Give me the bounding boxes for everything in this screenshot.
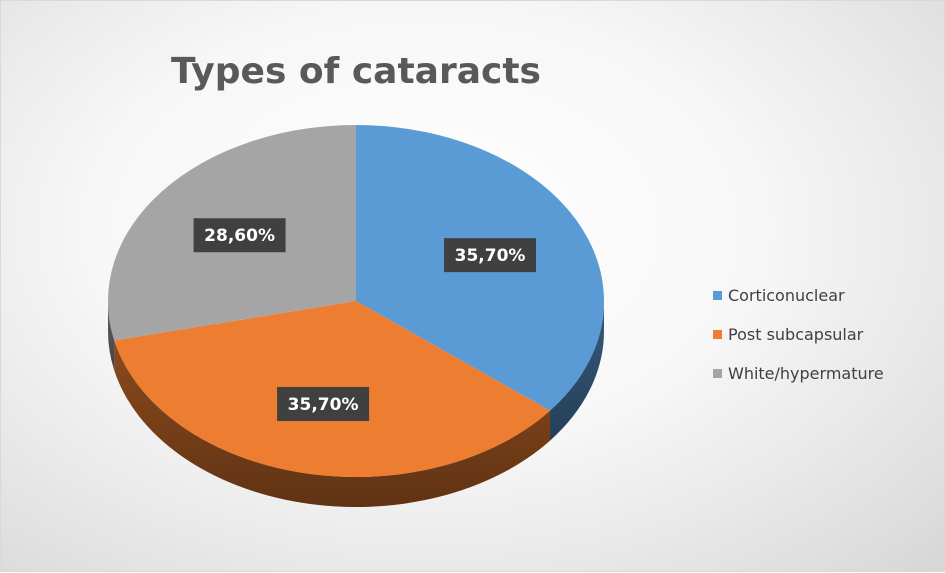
data-label-text-post-subcapsular: 35,70% (288, 395, 359, 415)
pie-side-shade-white-hypermature (108, 301, 115, 371)
pie-side-shade-corticonuclear (550, 301, 604, 441)
data-label-post-subcapsular: 35,70% (277, 386, 370, 421)
legend-label-corticonuclear: Corticonuclear (728, 286, 845, 305)
legend-item-white-hypermature: White/hypermature (713, 354, 884, 393)
legend: Corticonuclear Post subcapsular White/hy… (713, 276, 884, 393)
legend-swatch-post-subcapsular (713, 330, 722, 339)
pie-side-shade-post-subcapsular (114, 340, 551, 507)
legend-item-corticonuclear: Corticonuclear (713, 276, 884, 315)
legend-swatch-white-hypermature (713, 369, 722, 378)
legend-swatch-corticonuclear (713, 291, 722, 300)
data-label-text-corticonuclear: 35,70% (455, 246, 526, 266)
data-label-white-hypermature: 28,60% (193, 218, 286, 253)
data-label-corticonuclear: 35,70% (444, 238, 537, 273)
data-label-box-corticonuclear (444, 238, 537, 273)
chart-title: Types of cataracts (171, 51, 541, 92)
data-label-box-post-subcapsular (277, 386, 370, 421)
legend-label-post-subcapsular: Post subcapsular (728, 325, 864, 344)
legend-label-white-hypermature: White/hypermature (728, 364, 884, 383)
legend-item-post-subcapsular: Post subcapsular (713, 315, 884, 354)
data-label-box-white-hypermature (193, 218, 286, 253)
data-label-text-white-hypermature: 28,60% (204, 226, 275, 246)
